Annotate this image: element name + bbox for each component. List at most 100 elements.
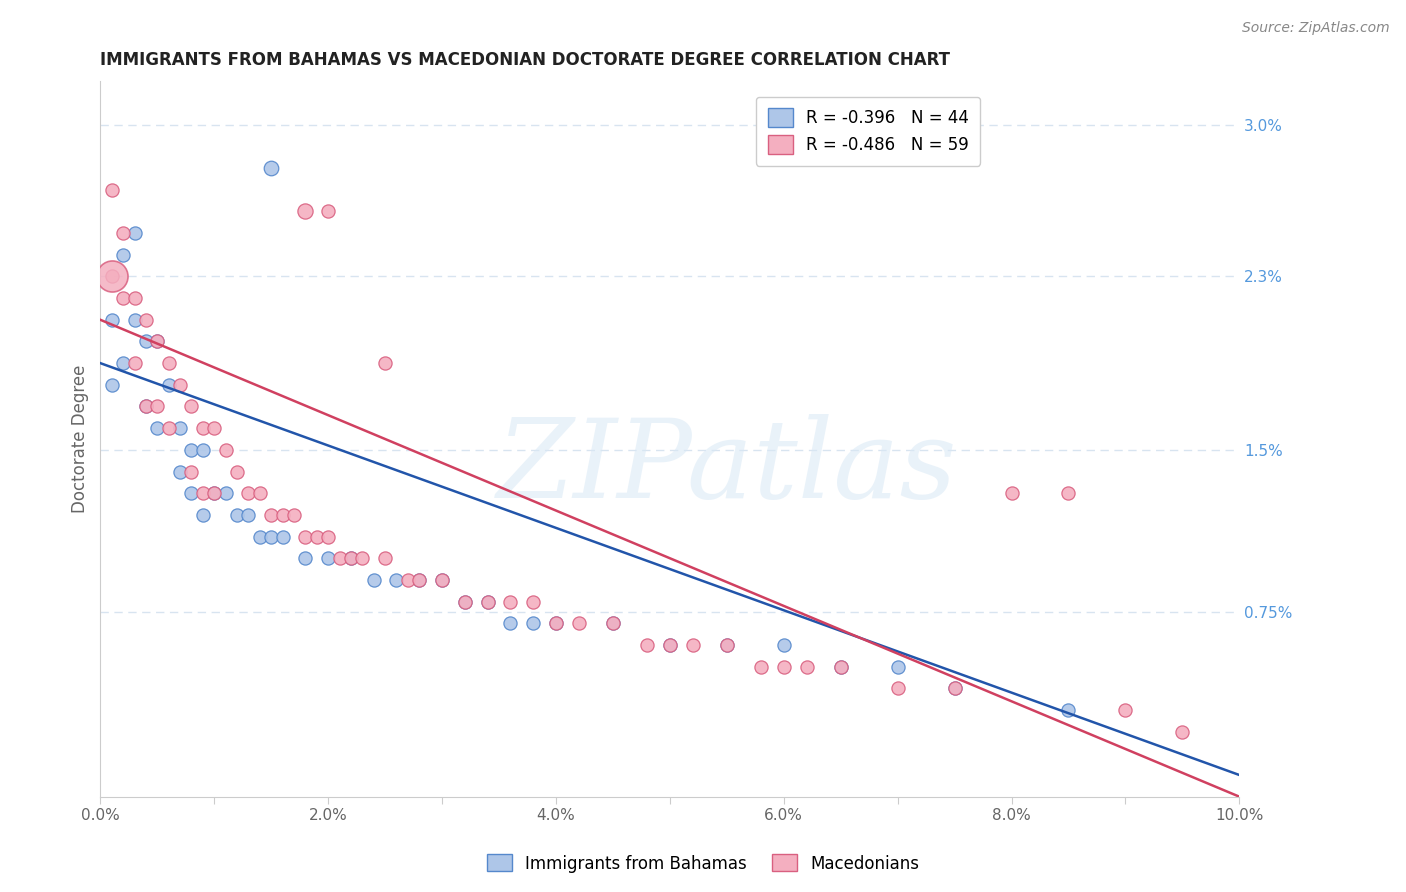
Point xyxy=(112,248,135,262)
Point xyxy=(271,530,294,544)
Point xyxy=(636,638,658,652)
Point xyxy=(830,659,852,673)
Point xyxy=(124,313,146,327)
Point xyxy=(522,594,544,608)
Legend: Immigrants from Bahamas, Macedonians: Immigrants from Bahamas, Macedonians xyxy=(479,847,927,880)
Point xyxy=(214,486,236,500)
Point xyxy=(658,638,681,652)
Point xyxy=(180,400,202,414)
Point xyxy=(374,356,396,370)
Point xyxy=(271,508,294,522)
Point xyxy=(202,486,225,500)
Point xyxy=(316,530,339,544)
Point xyxy=(363,573,385,587)
Point xyxy=(169,465,191,479)
Point xyxy=(146,400,169,414)
Point xyxy=(316,551,339,566)
Point xyxy=(374,551,396,566)
Point xyxy=(260,508,283,522)
Point xyxy=(408,573,430,587)
Point xyxy=(226,465,249,479)
Point xyxy=(283,508,305,522)
Point xyxy=(772,638,794,652)
Point xyxy=(602,616,624,631)
Point xyxy=(135,400,157,414)
Point xyxy=(396,573,419,587)
Point xyxy=(169,421,191,435)
Point xyxy=(305,530,328,544)
Point xyxy=(544,616,567,631)
Point xyxy=(294,551,316,566)
Point xyxy=(146,334,169,349)
Point xyxy=(112,226,135,240)
Point xyxy=(1114,703,1136,717)
Point xyxy=(214,442,236,457)
Point xyxy=(191,421,214,435)
Point xyxy=(544,616,567,631)
Point xyxy=(112,291,135,305)
Point xyxy=(385,573,408,587)
Point xyxy=(157,377,180,392)
Point xyxy=(191,442,214,457)
Point xyxy=(191,508,214,522)
Point xyxy=(169,377,191,392)
Point xyxy=(430,573,453,587)
Point xyxy=(1171,724,1194,739)
Point xyxy=(568,616,591,631)
Point xyxy=(294,204,316,219)
Point xyxy=(157,421,180,435)
Point xyxy=(454,594,477,608)
Point xyxy=(157,356,180,370)
Point xyxy=(1057,703,1080,717)
Point xyxy=(135,334,157,349)
Point xyxy=(100,313,122,327)
Y-axis label: Doctorate Degree: Doctorate Degree xyxy=(72,365,89,513)
Point xyxy=(146,334,169,349)
Point xyxy=(749,659,772,673)
Point xyxy=(499,594,522,608)
Point xyxy=(202,486,225,500)
Point xyxy=(1057,486,1080,500)
Point xyxy=(249,486,271,500)
Point xyxy=(499,616,522,631)
Point xyxy=(124,226,146,240)
Point xyxy=(682,638,704,652)
Point xyxy=(260,530,283,544)
Point xyxy=(477,594,499,608)
Point xyxy=(796,659,818,673)
Point xyxy=(716,638,738,652)
Point xyxy=(124,356,146,370)
Point xyxy=(430,573,453,587)
Point xyxy=(100,183,122,197)
Point xyxy=(408,573,430,587)
Point xyxy=(226,508,249,522)
Point xyxy=(112,356,135,370)
Point xyxy=(135,313,157,327)
Point xyxy=(238,486,260,500)
Point xyxy=(260,161,283,175)
Point xyxy=(454,594,477,608)
Point xyxy=(772,659,794,673)
Point xyxy=(135,400,157,414)
Point xyxy=(658,638,681,652)
Point xyxy=(180,486,202,500)
Point xyxy=(886,659,908,673)
Text: ZIPatlas: ZIPatlas xyxy=(496,414,957,521)
Point xyxy=(716,638,738,652)
Point xyxy=(316,204,339,219)
Point xyxy=(180,442,202,457)
Point xyxy=(328,551,350,566)
Legend: R = -0.396   N = 44, R = -0.486   N = 59: R = -0.396 N = 44, R = -0.486 N = 59 xyxy=(756,97,980,166)
Point xyxy=(124,291,146,305)
Point xyxy=(477,594,499,608)
Point xyxy=(100,269,122,284)
Point xyxy=(602,616,624,631)
Point xyxy=(146,421,169,435)
Point xyxy=(191,486,214,500)
Point xyxy=(1000,486,1022,500)
Point xyxy=(943,681,966,696)
Point xyxy=(249,530,271,544)
Point xyxy=(202,421,225,435)
Point xyxy=(100,269,122,284)
Point xyxy=(352,551,374,566)
